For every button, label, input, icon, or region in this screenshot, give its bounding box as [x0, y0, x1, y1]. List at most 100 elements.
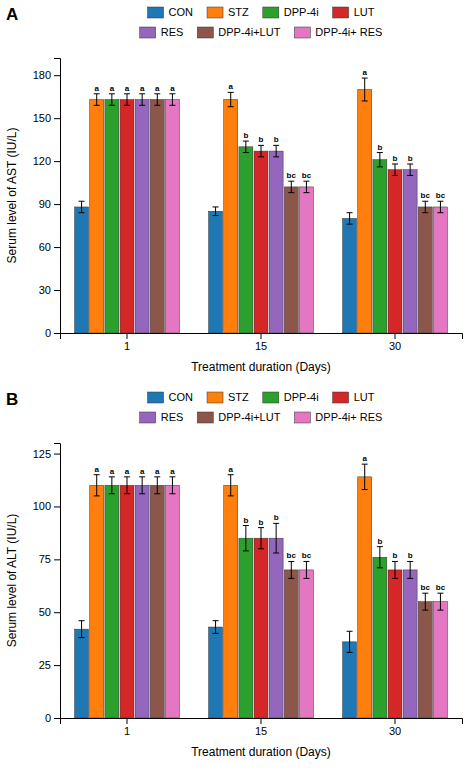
x-tick-label: 30 [389, 725, 401, 737]
bar [358, 477, 372, 718]
significance-label: bc [436, 191, 446, 200]
y-tick-label: 90 [39, 198, 51, 210]
legend-swatch [333, 7, 349, 18]
error-bar [303, 181, 309, 192]
error-bar [109, 94, 115, 105]
bar [224, 100, 238, 333]
legend-item: DPP-4i+LUT [197, 26, 280, 38]
series [165, 94, 447, 333]
error-bar [94, 475, 100, 496]
x-axis: 1 15 30 [61, 718, 463, 737]
bar [209, 627, 223, 718]
y-tick-mark [54, 161, 60, 162]
legend-item: DPP-4i [263, 391, 319, 403]
error-bar [377, 547, 383, 568]
significance-label: a [155, 467, 160, 476]
y-tick-mark [54, 718, 60, 719]
x-tick: 15 [255, 718, 267, 737]
error-bar [392, 164, 398, 175]
x-tick-mark [261, 333, 262, 339]
y-tick-label: 180 [33, 69, 51, 81]
significance-label: b [393, 551, 398, 560]
x-axis-title: Treatment duration (Days) [191, 745, 331, 759]
error-bar [273, 523, 279, 553]
y-axis-title: Serum level of AST (IU/L) [5, 128, 19, 264]
y-tick-label: 0 [45, 712, 51, 724]
bar [418, 602, 432, 718]
legend: CONSTZDPP-4iLUTRESDPP-4i+LUTDPP-4i+ RES [140, 6, 383, 38]
bar [254, 151, 268, 333]
x-tick: 1 [124, 718, 130, 737]
significance-label: b [243, 131, 248, 140]
legend-label: CON [169, 6, 194, 18]
legend-swatch [197, 412, 213, 423]
significance-label: a [125, 84, 130, 93]
plot-area: aaaabbabbabbabcbcabcbc115300255075100125 [33, 444, 463, 737]
y-tick-mark [54, 75, 60, 76]
error-bar [213, 621, 219, 634]
error-bar [288, 181, 294, 192]
bar [299, 570, 313, 718]
significance-label: b [243, 516, 248, 525]
y-tick-mark [54, 290, 60, 291]
error-bar [407, 164, 413, 175]
significance-label: a [140, 467, 145, 476]
error-bar [288, 561, 294, 578]
bar [239, 147, 253, 333]
legend-item: STZ [207, 391, 249, 403]
y-tick: 90 [39, 198, 60, 210]
legend-swatch [263, 7, 279, 18]
legend-swatch [207, 392, 223, 403]
y-axis-title: Serum level of ALT (IU/L) [5, 514, 19, 648]
error-bar [169, 477, 175, 494]
error-bar [258, 145, 264, 156]
legend-item: DPP-4i+LUT [197, 411, 280, 423]
panel-label: B [6, 390, 18, 409]
series [150, 477, 432, 718]
legend-row: RESDPP-4i+LUTDPP-4i+ RES [140, 411, 383, 423]
error-bar [437, 201, 443, 212]
bar [299, 187, 313, 333]
legend-row: CONSTZDPP-4iLUT [148, 391, 375, 403]
error-bar [243, 526, 249, 551]
significance-label: bc [302, 171, 312, 180]
significance-label: b [377, 537, 382, 546]
x-tick-label: 15 [255, 340, 267, 352]
bar [90, 100, 104, 333]
bar [165, 100, 179, 333]
x-tick: 30 [389, 718, 401, 737]
bar [269, 538, 283, 718]
y-tick-label: 75 [39, 553, 51, 565]
y-tick: 25 [39, 659, 60, 671]
x-tick-mark [395, 333, 396, 339]
legend-swatch [140, 27, 156, 38]
bar [105, 485, 119, 718]
significance-label: a [228, 82, 233, 91]
bar [90, 485, 104, 718]
legend-swatch [207, 7, 223, 18]
x-tick-label: 15 [255, 725, 267, 737]
error-bar [79, 621, 85, 638]
legend-label: CON [169, 391, 194, 403]
significance-label: b [408, 154, 413, 163]
legend-item: RES [140, 411, 184, 423]
legend-label: DPP-4i [284, 6, 319, 18]
series [105, 94, 387, 333]
y-tick: 125 [33, 448, 60, 460]
x-axis-title: Treatment duration (Days) [191, 360, 331, 374]
error-bar [139, 477, 145, 494]
bar [75, 207, 89, 333]
bar [373, 557, 387, 718]
significance-label: bc [287, 551, 297, 560]
annotations: aaaabbabbabbabcbcabcbc [94, 454, 445, 592]
error-bar [303, 561, 309, 578]
legend-row: RESDPP-4i+LUTDPP-4i+ RES [140, 26, 383, 38]
bar [165, 485, 179, 718]
significance-label: bc [302, 551, 312, 560]
legend-item: LUT [333, 6, 375, 18]
y-tick: 0 [45, 712, 60, 724]
legend-swatch [333, 392, 349, 403]
y-tick-label: 60 [39, 241, 51, 253]
bars [75, 464, 448, 718]
legend-swatch [294, 412, 310, 423]
